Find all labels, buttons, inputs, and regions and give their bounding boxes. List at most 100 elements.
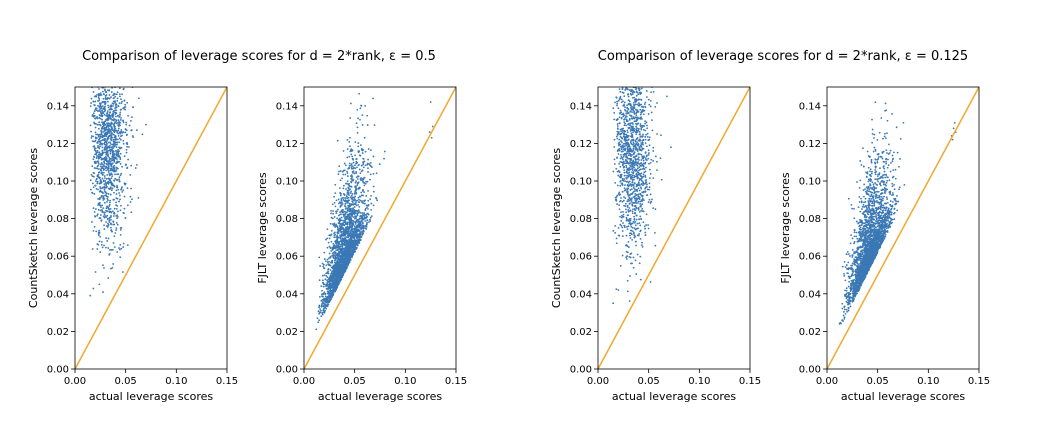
data-point: [341, 257, 344, 260]
data-point: [628, 34, 630, 36]
data-point: [620, 224, 623, 227]
data-point: [104, 97, 107, 100]
data-point: [346, 170, 348, 173]
data-point: [93, 122, 96, 125]
data-point: [122, 119, 124, 122]
data-point: [626, 129, 629, 132]
data-point: [369, 149, 372, 152]
data-point: [123, 182, 126, 185]
data-point: [98, 127, 100, 130]
data-point: [109, 162, 112, 165]
data-point: [119, 156, 122, 159]
data-point: [97, 161, 100, 164]
data-point: [98, 147, 101, 150]
data-point: [648, 103, 651, 106]
data-point: [111, 266, 114, 269]
data-point: [622, 127, 625, 130]
data-point: [353, 235, 356, 237]
data-point: [348, 162, 351, 165]
data-point: [92, 145, 95, 148]
data-point: [330, 212, 333, 215]
data-point: [322, 285, 325, 288]
data-point: [329, 275, 332, 278]
data-point: [113, 159, 115, 162]
data-point: [101, 121, 104, 124]
plot-frame: [74, 86, 228, 370]
data-point: [649, 99, 652, 102]
data-point: [635, 218, 638, 221]
data-point: [625, 211, 628, 214]
data-point: [100, 219, 103, 222]
data-point: [640, 128, 643, 131]
data-point: [644, 120, 647, 123]
data-point: [114, 150, 117, 152]
data-point: [640, 168, 642, 171]
x-tick-label: 0.10: [165, 376, 187, 387]
data-point: [104, 76, 106, 78]
data-point: [102, 68, 104, 70]
data-point: [96, 116, 99, 118]
data-point: [339, 243, 342, 246]
data-point: [364, 217, 367, 220]
data-point: [626, 135, 628, 137]
data-point: [97, 96, 100, 99]
data-point: [649, 193, 652, 196]
data-point: [342, 270, 345, 272]
data-point: [101, 101, 104, 104]
data-point: [349, 231, 352, 234]
data-point: [349, 117, 352, 119]
data-point: [89, 124, 92, 127]
data-point: [644, 79, 646, 81]
data-point: [364, 182, 367, 185]
data-point: [341, 252, 344, 255]
data-point: [632, 256, 635, 259]
data-point: [98, 283, 101, 286]
data-point: [104, 120, 106, 123]
data-point: [119, 158, 122, 161]
data-point: [622, 148, 625, 151]
data-point: [342, 253, 345, 256]
data-point: [623, 169, 626, 172]
data-point: [356, 132, 359, 134]
data-point: [106, 174, 109, 176]
data-point: [360, 177, 362, 179]
data-point: [352, 161, 355, 164]
data-point: [358, 205, 361, 208]
data-point: [633, 127, 636, 130]
data-point: [322, 304, 325, 307]
data-point: [113, 121, 116, 124]
data-point: [641, 110, 644, 113]
data-point: [631, 226, 634, 229]
data-point: [105, 177, 108, 180]
data-point: [325, 274, 328, 277]
data-point: [107, 206, 110, 209]
data-point: [115, 169, 118, 171]
data-point: [638, 166, 641, 169]
data-point: [633, 176, 635, 179]
data-point: [635, 163, 637, 166]
data-point: [121, 186, 123, 189]
data-point: [332, 210, 334, 212]
data-point: [93, 155, 95, 158]
data-point: [337, 254, 340, 257]
data-point: [616, 104, 618, 107]
data-point: [107, 122, 110, 125]
data-point: [116, 167, 118, 169]
data-point: [625, 159, 628, 162]
data-point: [116, 223, 119, 226]
data-point: [642, 159, 645, 162]
data-point: [639, 164, 642, 167]
data-point: [644, 101, 647, 104]
data-point: [94, 180, 97, 182]
data-point: [103, 244, 105, 247]
data-point: [626, 225, 628, 228]
data-point: [91, 248, 94, 250]
data-point: [131, 198, 133, 201]
data-point: [112, 73, 114, 75]
data-point: [622, 155, 625, 158]
data-point: [334, 263, 337, 266]
data-point: [370, 194, 372, 197]
data-point: [359, 239, 361, 242]
data-point: [645, 121, 648, 124]
data-point: [335, 249, 338, 252]
